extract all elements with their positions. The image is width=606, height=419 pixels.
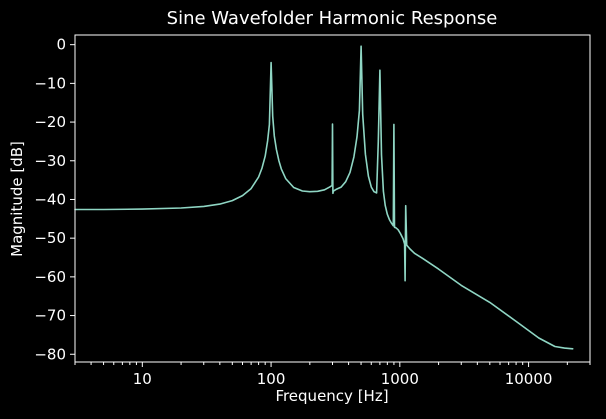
y-tick-label: −30 <box>34 152 66 170</box>
x-tick-label: 100 <box>257 370 286 388</box>
y-tick-label: −20 <box>34 113 66 131</box>
y-tick-label: −80 <box>34 345 66 363</box>
chart-title: Sine Wavefolder Harmonic Response <box>167 8 498 29</box>
y-tick-label: 0 <box>56 36 66 54</box>
series-line-0 <box>74 45 574 350</box>
y-tick-label: −70 <box>34 307 66 325</box>
y-tick-label: −10 <box>34 74 66 92</box>
plot-area: 0 −10 −20 −30 −40 −50 −60 −70 −80 10 100 1000 10000 <box>34 34 591 388</box>
y-tick-label: −60 <box>34 268 66 286</box>
x-tick-label: 1000 <box>381 370 419 388</box>
y-tick-label: −40 <box>34 190 66 208</box>
x-axis-title: Frequency [Hz] <box>275 387 388 405</box>
plot-frame <box>74 34 591 363</box>
x-tick-label: 10 <box>133 370 152 388</box>
x-tick-label: 10000 <box>505 370 553 388</box>
y-tick-label: −50 <box>34 229 66 247</box>
y-axis-title: Magnitude [dB] <box>8 141 26 257</box>
